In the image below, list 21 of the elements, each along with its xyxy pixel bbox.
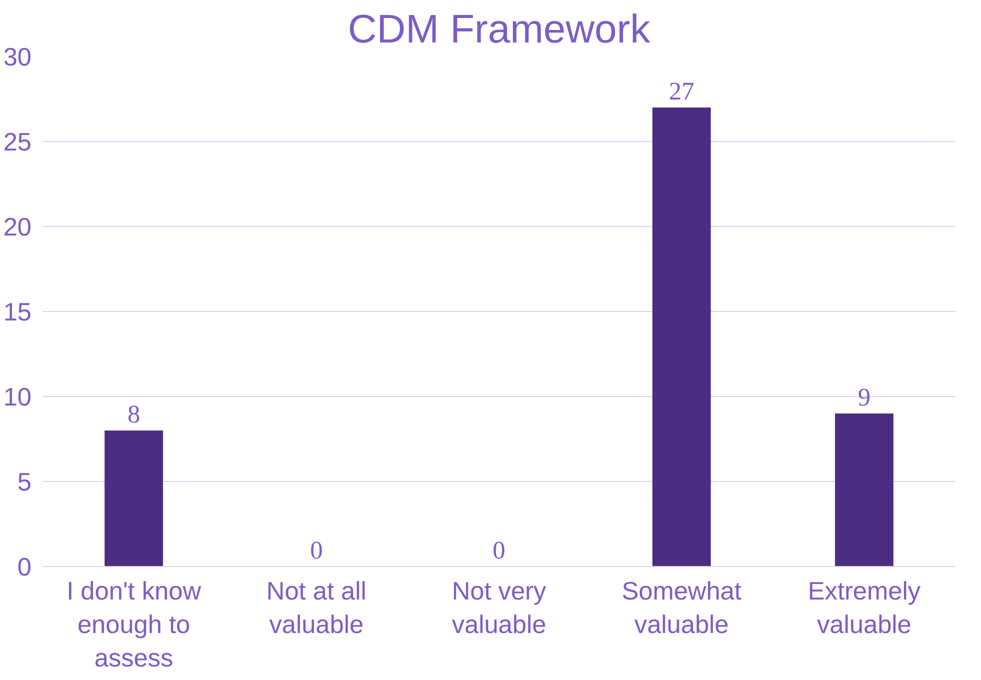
bar <box>104 430 164 566</box>
chart-title: CDM Framework <box>348 8 652 52</box>
y-tick-label: 20 <box>3 214 32 242</box>
y-tick-label: 5 <box>17 468 32 496</box>
x-tick-label: Somewhat valuable <box>622 578 742 640</box>
x-tick-label: Not at all valuable <box>266 578 366 640</box>
y-tick-label: 15 <box>3 298 32 326</box>
x-tick-label: Extremely valuable <box>808 578 921 640</box>
bar <box>834 414 894 566</box>
bar <box>652 108 711 566</box>
y-tick-label: 10 <box>3 384 32 412</box>
y-tick-label: 30 <box>3 44 32 72</box>
data-label: 9 <box>858 384 871 412</box>
y-tick-label: 0 <box>17 554 32 582</box>
y-tick-label: 25 <box>3 128 32 156</box>
x-tick-label: Not very valuable <box>452 578 546 640</box>
data-label: 0 <box>310 536 323 564</box>
x-tick-label: I don't know enough to assess <box>66 578 202 673</box>
data-label: 0 <box>492 536 506 564</box>
data-label: 8 <box>127 400 140 428</box>
data-label: 27 <box>668 78 694 106</box>
